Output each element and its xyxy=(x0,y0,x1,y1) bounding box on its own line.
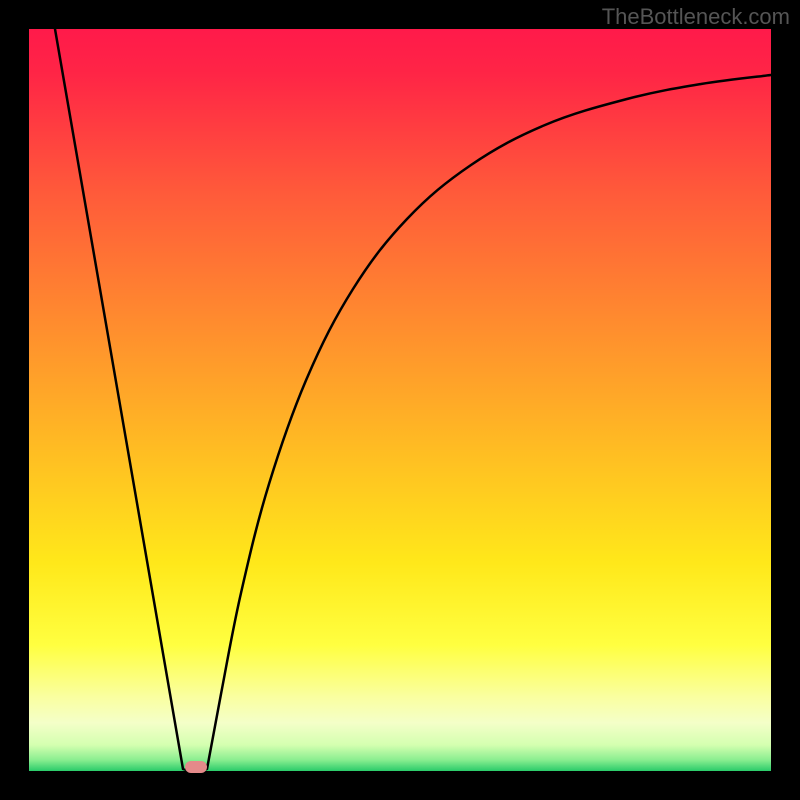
curve-layer xyxy=(29,29,771,771)
plot-area xyxy=(29,29,771,771)
bottleneck-curve xyxy=(55,29,771,770)
watermark-text: TheBottleneck.com xyxy=(602,4,790,30)
optimal-marker xyxy=(185,761,207,773)
chart-container: TheBottleneck.com xyxy=(0,0,800,800)
